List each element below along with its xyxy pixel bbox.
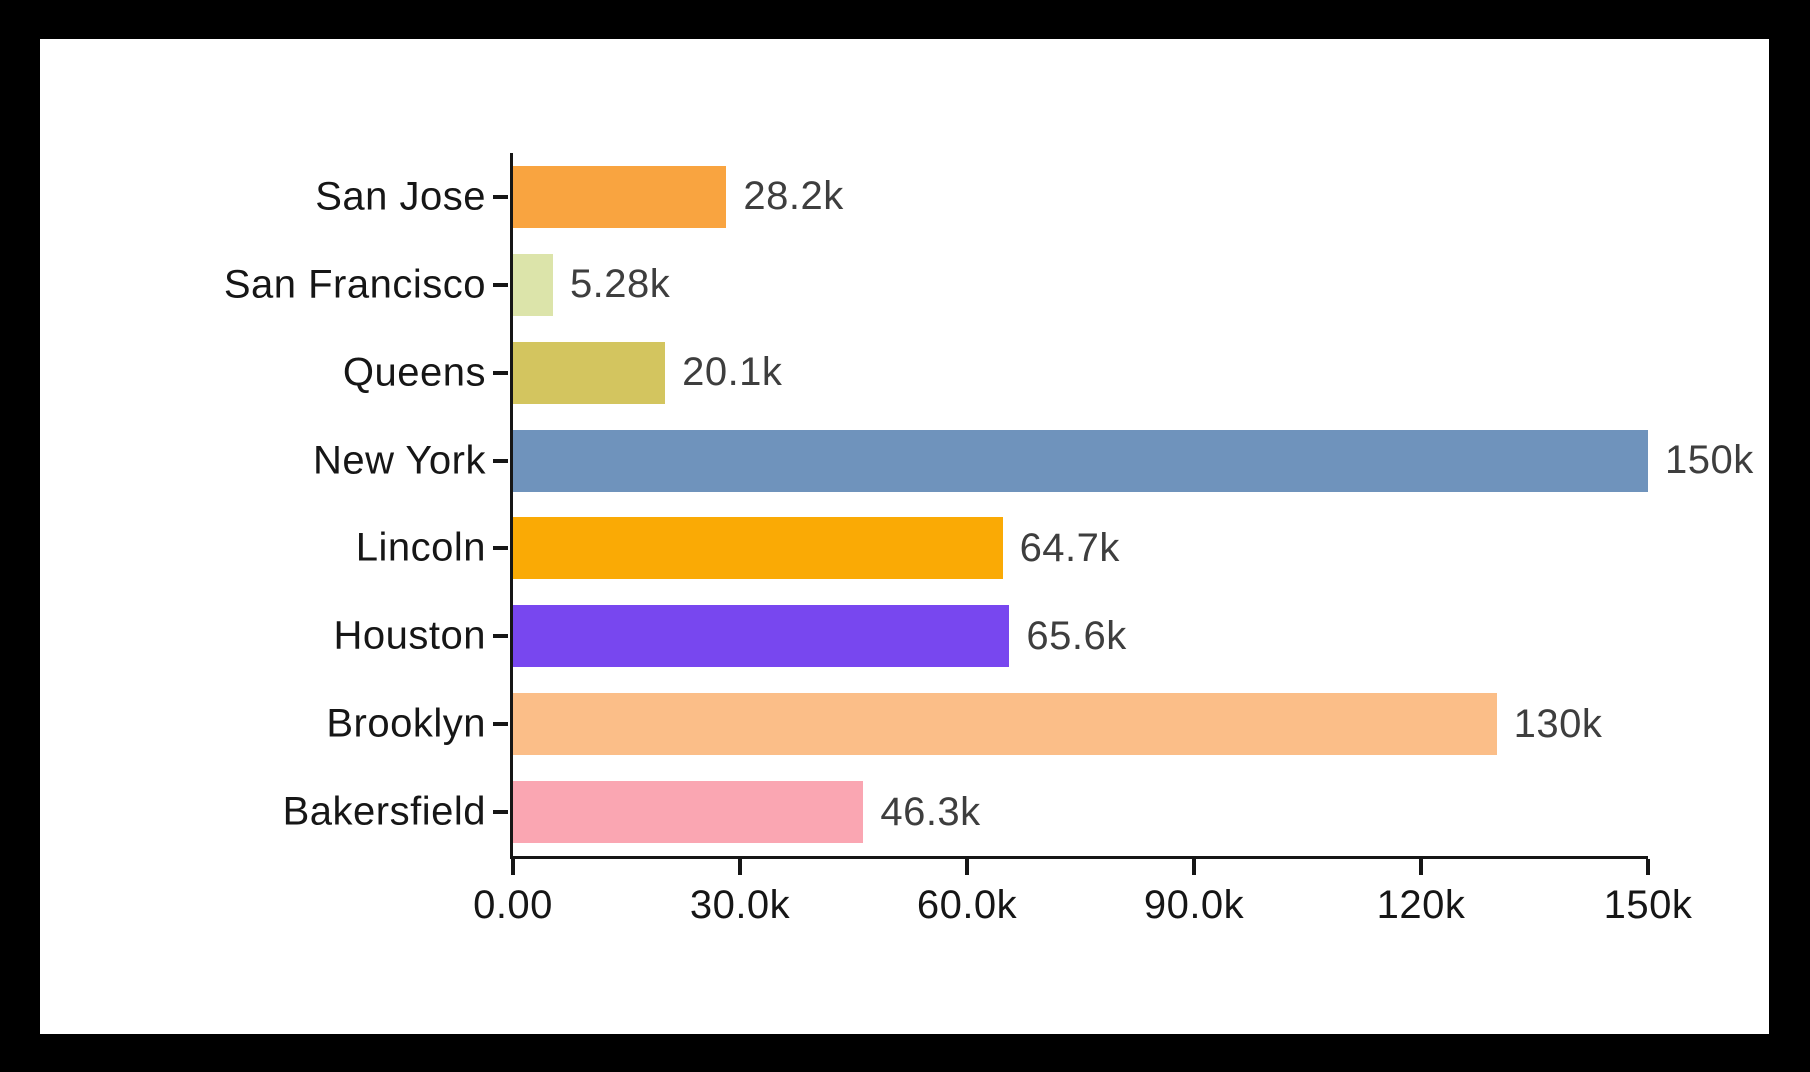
bar-track: 65.6k bbox=[513, 605, 1648, 668]
bar-track: 5.28k bbox=[513, 253, 1648, 316]
y-axis-tick bbox=[493, 458, 508, 463]
bar-new-york bbox=[513, 429, 1648, 492]
bar-bakersfield bbox=[513, 781, 864, 844]
bar-row: Houston 65.6k bbox=[334, 592, 1648, 680]
category-label: San Jose bbox=[315, 174, 486, 219]
y-axis-tick bbox=[493, 546, 508, 551]
bar-lincoln bbox=[513, 517, 1003, 580]
value-label: 20.1k bbox=[682, 350, 783, 395]
value-label: 65.6k bbox=[1026, 613, 1127, 658]
y-axis-tick bbox=[493, 722, 508, 727]
x-tick-label: 120k bbox=[1376, 883, 1466, 927]
value-label: 28.2k bbox=[743, 174, 844, 219]
category-label: Queens bbox=[342, 350, 486, 395]
value-label: 64.7k bbox=[1019, 525, 1120, 570]
bar-track: 28.2k bbox=[513, 165, 1648, 228]
value-label: 130k bbox=[1513, 701, 1603, 746]
bar-row: Bakersfield 46.3k bbox=[283, 768, 1648, 856]
bar-houston bbox=[513, 605, 1010, 668]
value-label: 46.3k bbox=[880, 789, 981, 834]
value-label: 150k bbox=[1665, 438, 1754, 483]
category-label: San Francisco bbox=[223, 262, 486, 307]
x-tick-label: 30.0k bbox=[689, 883, 791, 927]
bar-row: San Francisco 5.28k bbox=[224, 241, 1648, 329]
bar-track: 130k bbox=[513, 693, 1648, 756]
x-tick-label: 0.00 bbox=[473, 883, 553, 927]
x-axis-tick bbox=[511, 859, 515, 875]
chart-card: San Jose 28.2k San Francisco 5.28k Queens 20.… bbox=[40, 39, 1769, 1034]
x-axis-tick bbox=[738, 859, 742, 875]
bar-track: 64.7k bbox=[513, 517, 1648, 580]
x-axis-tick bbox=[1646, 859, 1650, 875]
x-axis-tick bbox=[965, 859, 969, 875]
category-label: Bakersfield bbox=[282, 789, 486, 834]
y-axis-tick bbox=[493, 282, 508, 287]
bar-queens bbox=[513, 341, 666, 404]
value-label: 5.28k bbox=[569, 262, 671, 307]
x-tick-label: 150k bbox=[1603, 883, 1693, 927]
y-axis-tick bbox=[493, 370, 508, 375]
bar-chart-plot: San Jose 28.2k San Francisco 5.28k Queens 20.… bbox=[224, 153, 1753, 927]
bar-track: 150k bbox=[513, 429, 1753, 492]
bar-san-jose bbox=[513, 165, 727, 228]
y-axis-tick bbox=[493, 634, 508, 639]
x-tick-label: 90.0k bbox=[1143, 883, 1245, 927]
x-axis-tick bbox=[1419, 859, 1423, 875]
y-axis-tick bbox=[493, 810, 508, 815]
category-label: New York bbox=[313, 438, 486, 483]
bar-row: New York 150k bbox=[313, 417, 1753, 505]
bar-row: San Jose 28.2k bbox=[315, 153, 1648, 241]
x-tick-label: 60.0k bbox=[916, 883, 1018, 927]
category-label: Brooklyn bbox=[326, 701, 486, 746]
bar-san-francisco bbox=[513, 253, 553, 316]
bar-row: Queens 20.1k bbox=[343, 329, 1648, 417]
bar-rows: San Jose 28.2k San Francisco 5.28k Queens 20.… bbox=[224, 153, 1753, 856]
bar-brooklyn bbox=[513, 693, 1497, 756]
bar-track: 46.3k bbox=[513, 781, 1648, 844]
y-axis-tick bbox=[493, 194, 508, 199]
bar-row: Lincoln 64.7k bbox=[356, 505, 1648, 593]
x-axis-tick bbox=[1192, 859, 1196, 875]
bar-row: Brooklyn 130k bbox=[326, 680, 1648, 768]
bar-track: 20.1k bbox=[513, 341, 1648, 404]
category-label: Houston bbox=[333, 613, 486, 658]
category-label: Lincoln bbox=[355, 525, 486, 570]
